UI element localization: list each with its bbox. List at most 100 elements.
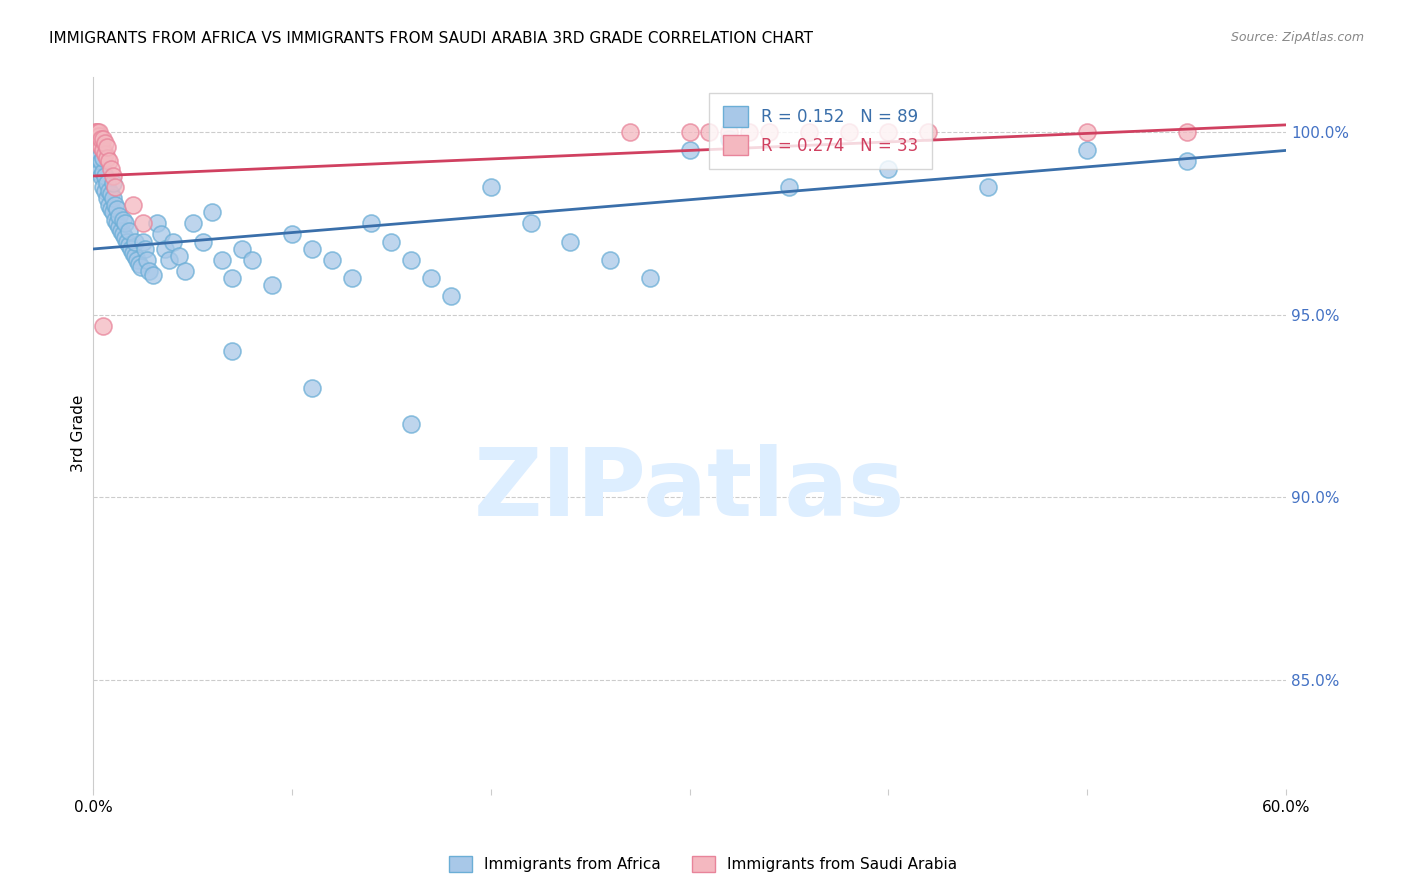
Point: [89, 136, 111, 150]
Point: [100, 202, 122, 216]
Point: [1175, 125, 1198, 139]
Point: [153, 242, 176, 256]
Point: [91, 132, 114, 146]
Point: [699, 125, 721, 139]
Text: ZIPatlas: ZIPatlas: [474, 444, 905, 536]
Point: [917, 125, 939, 139]
Point: [105, 216, 128, 230]
Point: [84, 136, 107, 150]
Point: [135, 252, 157, 267]
Point: [104, 180, 127, 194]
Point: [360, 216, 382, 230]
Point: [84, 125, 107, 139]
Point: [94, 184, 117, 198]
Point: [877, 125, 900, 139]
Point: [86, 128, 108, 143]
Point: [142, 268, 165, 282]
Point: [128, 256, 150, 270]
Point: [125, 252, 148, 267]
Y-axis label: 3rd Grade: 3rd Grade: [72, 394, 86, 472]
Point: [401, 252, 423, 267]
Point: [173, 264, 195, 278]
Point: [111, 212, 134, 227]
Point: [118, 238, 141, 252]
Legend: Immigrants from Africa, Immigrants from Saudi Arabia: Immigrants from Africa, Immigrants from …: [441, 848, 965, 880]
Point: [96, 140, 118, 154]
Point: [89, 151, 111, 165]
Point: [101, 169, 124, 183]
Point: [599, 252, 621, 267]
Point: [240, 252, 263, 267]
Point: [98, 198, 121, 212]
Point: [301, 242, 323, 256]
Point: [120, 242, 142, 256]
Point: [678, 125, 700, 139]
Point: [129, 260, 152, 275]
Point: [201, 205, 224, 219]
Point: [519, 216, 541, 230]
Point: [440, 289, 463, 303]
Point: [100, 161, 122, 176]
Point: [122, 198, 145, 212]
Point: [778, 180, 800, 194]
Point: [138, 264, 160, 278]
Point: [718, 132, 741, 146]
Point: [108, 209, 131, 223]
Point: [89, 136, 111, 150]
Point: [91, 165, 114, 179]
Point: [262, 278, 284, 293]
Point: [221, 344, 243, 359]
Point: [146, 216, 169, 230]
Point: [301, 381, 323, 395]
Point: [98, 154, 121, 169]
Point: [132, 235, 155, 249]
Point: [110, 224, 132, 238]
Point: [132, 216, 155, 230]
Point: [91, 144, 114, 158]
Point: [111, 227, 134, 242]
Point: [124, 249, 146, 263]
Point: [231, 242, 253, 256]
Point: [738, 125, 761, 139]
Point: [401, 417, 423, 432]
Point: [619, 125, 641, 139]
Point: [105, 202, 128, 216]
Point: [104, 212, 127, 227]
Legend: R = 0.152   N = 89, R = 0.274   N = 33: R = 0.152 N = 89, R = 0.274 N = 33: [710, 93, 932, 169]
Point: [89, 128, 111, 143]
Point: [96, 151, 118, 165]
Point: [221, 271, 243, 285]
Point: [90, 154, 112, 169]
Point: [181, 216, 204, 230]
Point: [89, 165, 111, 179]
Point: [134, 242, 156, 256]
Point: [877, 161, 900, 176]
Point: [162, 235, 184, 249]
Point: [479, 180, 502, 194]
Text: IMMIGRANTS FROM AFRICA VS IMMIGRANTS FROM SAUDI ARABIA 3RD GRADE CORRELATION CHA: IMMIGRANTS FROM AFRICA VS IMMIGRANTS FRO…: [49, 31, 813, 46]
Point: [340, 271, 363, 285]
Point: [321, 252, 343, 267]
Point: [157, 252, 180, 267]
Point: [191, 235, 214, 249]
Point: [114, 231, 136, 245]
Point: [122, 245, 145, 260]
Point: [838, 125, 860, 139]
Point: [90, 169, 112, 183]
Point: [86, 158, 108, 172]
Point: [98, 184, 121, 198]
Point: [380, 235, 402, 249]
Point: [124, 235, 146, 249]
Point: [118, 224, 141, 238]
Point: [167, 249, 190, 263]
Point: [678, 144, 700, 158]
Point: [638, 271, 661, 285]
Point: [211, 252, 233, 267]
Point: [101, 176, 124, 190]
Point: [94, 136, 117, 150]
Point: [797, 125, 820, 139]
Point: [94, 147, 117, 161]
Point: [91, 180, 114, 194]
Point: [1175, 154, 1198, 169]
Point: [149, 227, 172, 242]
